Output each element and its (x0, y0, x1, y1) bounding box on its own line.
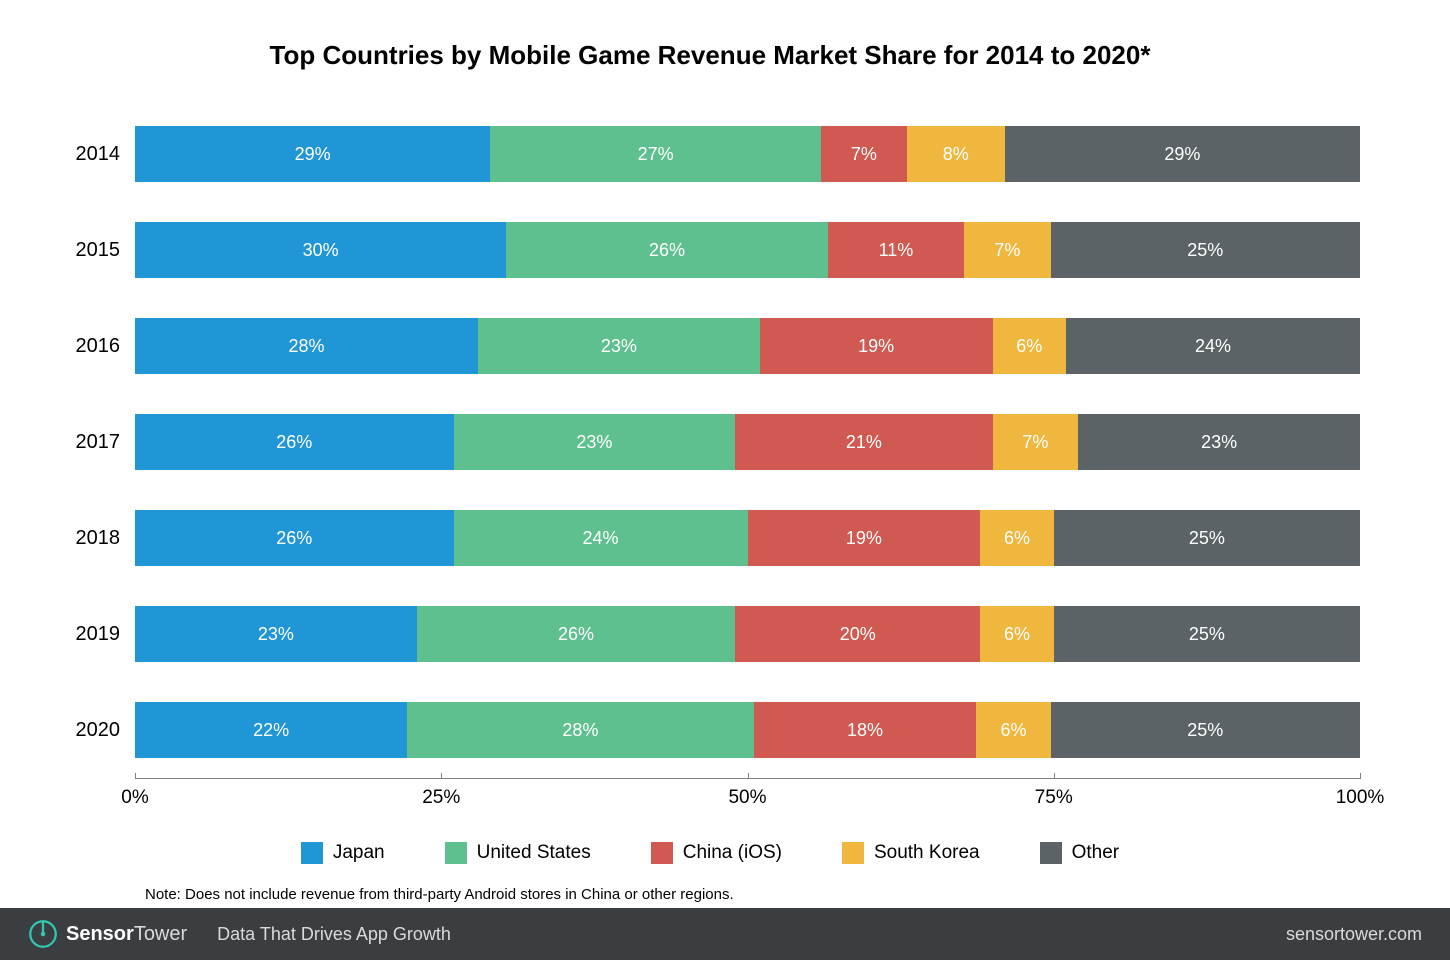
bar: 26%24%19%6%25% (135, 510, 1360, 566)
legend: Japan United States China (iOS) South Korea… (60, 842, 1360, 864)
brand-light: Tower (134, 923, 187, 945)
bar-segment-skorea: 7% (964, 222, 1051, 278)
x-axis: 0%25%50%75%100% (135, 778, 1360, 818)
legend-swatch (1040, 842, 1062, 864)
bar: 26%23%21%7%23% (135, 414, 1360, 470)
bar-segment-japan: 26% (135, 510, 454, 566)
x-label: 25% (422, 787, 460, 809)
brand: SensorTower (28, 919, 187, 949)
bars-area: 29%27%7%8%29%30%26%11%7%25%28%23%19%6%24… (135, 106, 1360, 818)
legend-swatch (301, 842, 323, 864)
bar-segment-us: 27% (490, 126, 821, 182)
x-label: 50% (728, 787, 766, 809)
legend-item-other: Other (1040, 842, 1120, 864)
x-tick (441, 773, 442, 779)
bar-segment-china: 19% (748, 510, 981, 566)
bar-segment-skorea: 7% (993, 414, 1079, 470)
brand-logo-icon (28, 919, 58, 949)
bar-segment-skorea: 8% (907, 126, 1005, 182)
y-label: 2014 (60, 106, 120, 202)
x-label: 0% (121, 787, 148, 809)
y-label: 2016 (60, 298, 120, 394)
bar-row: 29%27%7%8%29% (135, 106, 1360, 202)
bar-segment-china: 11% (828, 222, 964, 278)
bar-segment-china: 18% (754, 702, 977, 758)
legend-swatch (445, 842, 467, 864)
bar: 30%26%11%7%25% (135, 222, 1360, 278)
bar-row: 26%23%21%7%23% (135, 394, 1360, 490)
bar-segment-skorea: 6% (980, 606, 1054, 662)
legend-swatch (842, 842, 864, 864)
bar-segment-japan: 22% (135, 702, 407, 758)
x-tick (135, 773, 136, 779)
bar-segment-other: 23% (1078, 414, 1360, 470)
y-label: 2019 (60, 586, 120, 682)
bar-segment-us: 26% (506, 222, 828, 278)
bar-row: 26%24%19%6%25% (135, 490, 1360, 586)
x-label: 75% (1035, 787, 1073, 809)
legend-swatch (651, 842, 673, 864)
legend-label: Japan (333, 842, 385, 864)
bar: 28%23%19%6%24% (135, 318, 1360, 374)
legend-label: Other (1072, 842, 1120, 864)
bar-segment-other: 29% (1005, 126, 1360, 182)
bar-row: 22%28%18%6%25% (135, 682, 1360, 778)
bar-segment-other: 24% (1066, 318, 1360, 374)
y-label: 2017 (60, 394, 120, 490)
y-axis-labels: 2014201520162017201820192020 (60, 106, 135, 818)
bar-segment-us: 23% (478, 318, 760, 374)
bar-segment-skorea: 6% (976, 702, 1050, 758)
bar-segment-china: 19% (760, 318, 993, 374)
legend-label: South Korea (874, 842, 980, 864)
bar-segment-other: 25% (1054, 510, 1360, 566)
bar-segment-us: 23% (454, 414, 736, 470)
x-tick (748, 773, 749, 779)
bars-group: 29%27%7%8%29%30%26%11%7%25%28%23%19%6%24… (135, 106, 1360, 778)
bar-row: 30%26%11%7%25% (135, 202, 1360, 298)
footer-url: sensortower.com (1286, 924, 1422, 945)
bar-segment-us: 28% (407, 702, 753, 758)
bar-segment-japan: 26% (135, 414, 454, 470)
bar-segment-japan: 30% (135, 222, 506, 278)
y-label: 2020 (60, 682, 120, 778)
bar-segment-other: 25% (1054, 606, 1360, 662)
bar-segment-other: 25% (1051, 702, 1360, 758)
note-line-1: Note: Does not include revenue from thir… (145, 884, 734, 905)
bar-segment-china: 7% (821, 126, 907, 182)
legend-item-skorea: South Korea (842, 842, 980, 864)
bar-segment-us: 24% (454, 510, 748, 566)
bar-segment-us: 26% (417, 606, 736, 662)
legend-item-japan: Japan (301, 842, 385, 864)
brand-strong: Sensor (66, 923, 134, 945)
bar-segment-japan: 28% (135, 318, 478, 374)
chart-body: 2014201520162017201820192020 29%27%7%8%2… (60, 106, 1360, 818)
x-tick (1054, 773, 1055, 779)
x-label: 100% (1336, 787, 1385, 809)
footer-tagline: Data That Drives App Growth (217, 924, 451, 945)
bar-segment-skorea: 6% (980, 510, 1054, 566)
chart-title: Top Countries by Mobile Game Revenue Mar… (60, 40, 1360, 71)
y-label: 2018 (60, 490, 120, 586)
footer-bar: SensorTower Data That Drives App Growth … (0, 908, 1450, 960)
brand-text: SensorTower (66, 923, 187, 946)
legend-item-china: China (iOS) (651, 842, 782, 864)
y-label: 2015 (60, 202, 120, 298)
bar-segment-japan: 29% (135, 126, 490, 182)
legend-label: United States (477, 842, 591, 864)
bar-segment-other: 25% (1051, 222, 1360, 278)
legend-item-us: United States (445, 842, 591, 864)
x-tick (1360, 773, 1361, 779)
bar: 23%26%20%6%25% (135, 606, 1360, 662)
bar-row: 28%23%19%6%24% (135, 298, 1360, 394)
bar-segment-china: 20% (735, 606, 980, 662)
bar: 29%27%7%8%29% (135, 126, 1360, 182)
legend-label: China (iOS) (683, 842, 782, 864)
bar-row: 23%26%20%6%25% (135, 586, 1360, 682)
bar-segment-skorea: 6% (993, 318, 1067, 374)
chart-container: Top Countries by Mobile Game Revenue Mar… (0, 0, 1450, 926)
bar: 22%28%18%6%25% (135, 702, 1360, 758)
bar-segment-china: 21% (735, 414, 992, 470)
bar-segment-japan: 23% (135, 606, 417, 662)
